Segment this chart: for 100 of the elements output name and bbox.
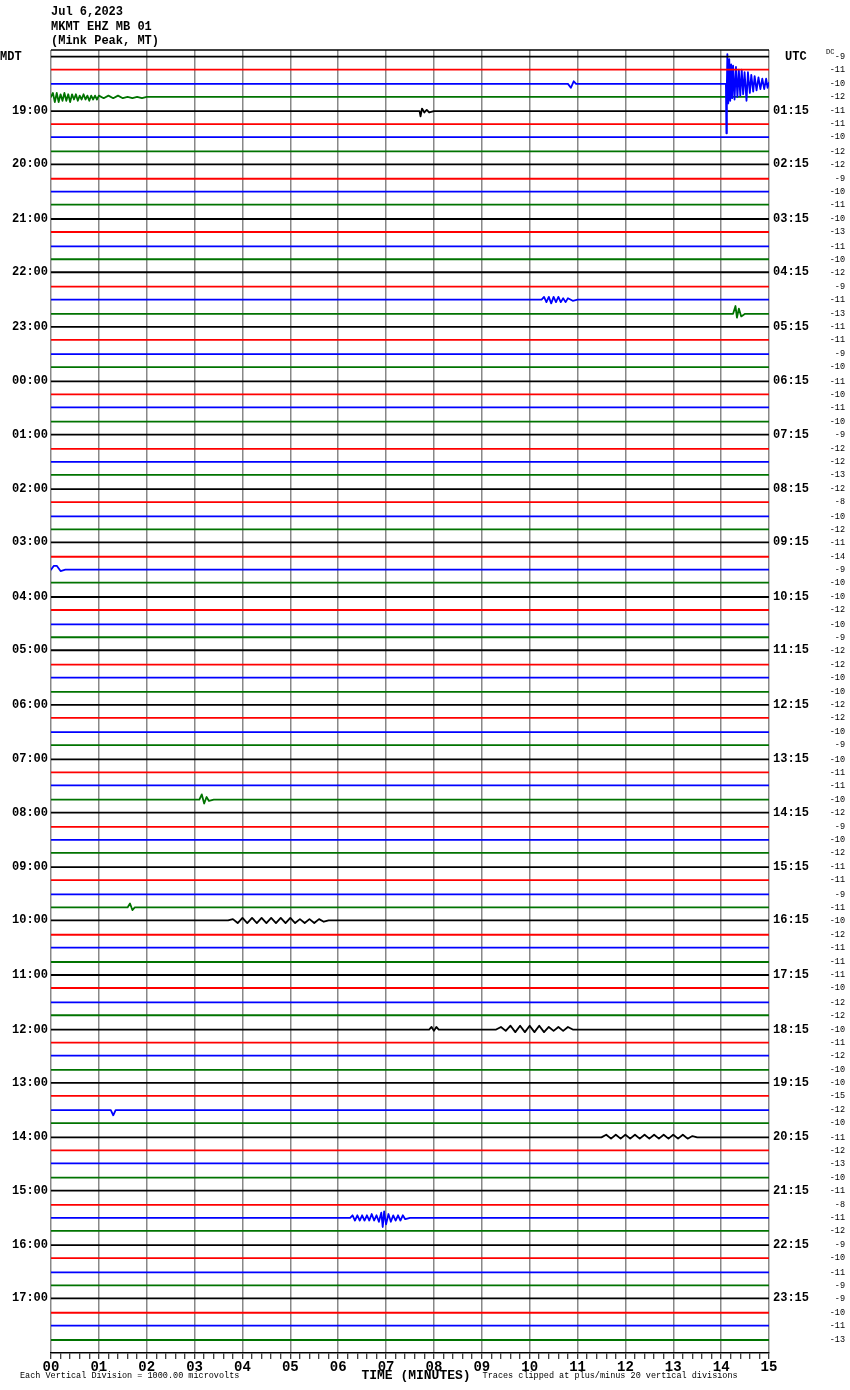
series-label: 10:00 [11, 913, 48, 928]
text: -9 [834, 1240, 845, 1251]
text: -9 [834, 1293, 845, 1304]
text: -12 [829, 929, 845, 940]
text: -10 [829, 254, 845, 265]
text: -9 [834, 429, 845, 440]
y-axis-title: MDT [0, 50, 22, 65]
text: -10 [829, 1024, 845, 1035]
text: -11 [829, 1132, 845, 1143]
text: 19:15 [773, 1075, 810, 1090]
text: -12 [829, 457, 845, 468]
text: -11 [829, 942, 845, 953]
text: -8 [834, 1200, 845, 1211]
series-label: 08:00 [11, 805, 48, 820]
series-label: 11:00 [11, 968, 48, 983]
text: -10 [829, 79, 845, 90]
text: -9 [834, 632, 845, 643]
series-label: 01:00 [11, 427, 48, 442]
text: -15 [829, 1091, 845, 1102]
text: -11 [829, 64, 845, 75]
text: -9 [834, 349, 845, 360]
series-label: 20:00 [11, 157, 48, 172]
text: -10 [829, 1172, 845, 1183]
text: -11 [829, 119, 845, 130]
text: Each Vertical Division = 1000.00 microvolts [20, 1371, 240, 1382]
series-label: 14:00 [11, 1130, 48, 1145]
text: 17:15 [773, 968, 810, 983]
text: -11 [829, 537, 845, 548]
text: 04:15 [773, 265, 810, 280]
x-tick-label: 15 [760, 1358, 778, 1375]
text: 06:15 [773, 374, 810, 389]
text: -11 [829, 241, 845, 252]
text: -12 [829, 1145, 845, 1156]
text: 05:15 [773, 319, 810, 334]
text: -12 [829, 1226, 845, 1237]
text: 08:15 [773, 482, 810, 497]
series-label: 04:00 [11, 590, 48, 605]
text: -12 [829, 1105, 845, 1116]
text: -11 [829, 106, 845, 117]
text: -11 [829, 376, 845, 387]
text: -12 [829, 713, 845, 724]
text: 01:15 [773, 104, 810, 119]
text: -10 [829, 132, 845, 143]
text: -9 [834, 889, 845, 900]
text: -11 [829, 294, 845, 305]
text: -10 [829, 1118, 845, 1129]
text: 07:15 [773, 427, 810, 442]
text: 16:15 [773, 913, 810, 928]
text: 10:15 [773, 590, 810, 605]
text: -12 [829, 659, 845, 670]
series-label: 09:00 [11, 860, 48, 875]
text: -11 [829, 902, 845, 913]
text: -10 [829, 672, 845, 683]
text: -13 [829, 1158, 845, 1169]
series-label: 06:00 [11, 697, 48, 712]
text: -10 [829, 1253, 845, 1264]
text: -9 [834, 740, 845, 751]
text: -10 [829, 511, 845, 522]
text: 11:15 [773, 643, 810, 658]
text: -9 [834, 281, 845, 292]
text: -11 [829, 335, 845, 346]
text: 14:15 [773, 805, 810, 820]
text: -11 [829, 1037, 845, 1048]
text: -10 [829, 1078, 845, 1089]
text: 03:15 [773, 212, 810, 227]
text: -10 [829, 186, 845, 197]
series-label: 22:00 [11, 265, 48, 280]
series-label: 21:00 [11, 212, 48, 227]
text: 15:15 [773, 860, 810, 875]
text: -9 [834, 564, 845, 575]
text: -12 [829, 146, 845, 157]
text: -10 [829, 915, 845, 926]
text: 12:15 [773, 697, 810, 712]
text: 18:15 [773, 1022, 810, 1037]
text: -13 [829, 470, 845, 481]
text: -10 [829, 577, 845, 588]
text: -13 [829, 1335, 845, 1346]
text: -10 [829, 754, 845, 765]
text: -10 [829, 687, 845, 698]
series-label: 12:00 [11, 1022, 48, 1037]
text: -12 [829, 700, 845, 711]
text: -11 [829, 322, 845, 333]
text: -10 [829, 619, 845, 630]
text: -12 [829, 159, 845, 170]
text: -9 [834, 173, 845, 184]
text: -12 [829, 1050, 845, 1061]
text: -9 [834, 51, 845, 62]
series-label: 23:00 [11, 319, 48, 334]
text: -10 [829, 592, 845, 603]
text: -8 [834, 497, 845, 508]
series-label: 03:00 [11, 535, 48, 550]
series-label: 16:00 [11, 1238, 48, 1253]
series-label: 15:00 [11, 1183, 48, 1198]
text: -9 [834, 1280, 845, 1291]
text: -11 [829, 1213, 845, 1224]
text: -11 [829, 780, 845, 791]
text: -12 [829, 997, 845, 1008]
y2-axis-title: UTC [785, 50, 807, 65]
text: -10 [829, 416, 845, 427]
series-label: 17:00 [11, 1291, 48, 1306]
